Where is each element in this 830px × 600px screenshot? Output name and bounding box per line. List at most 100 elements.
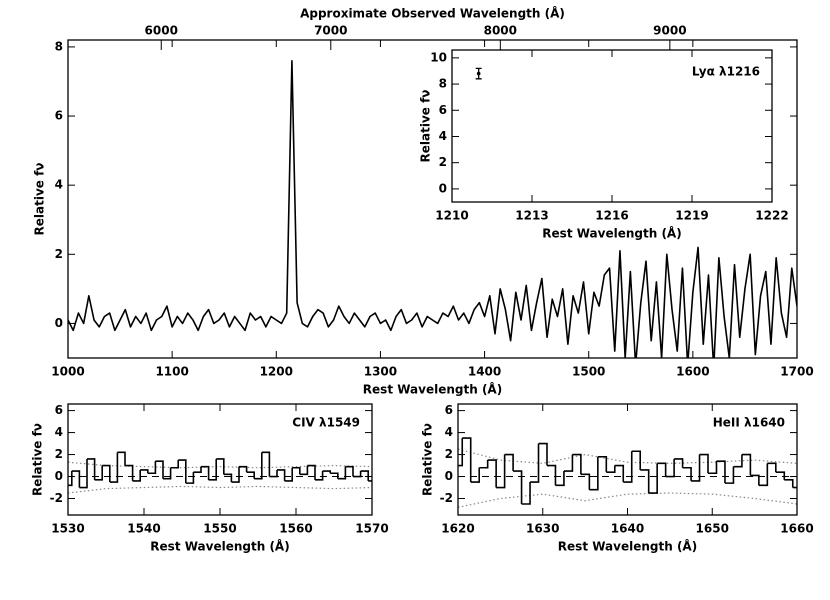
x2-tick-label: 8000 [484, 24, 517, 38]
x-tick-label: 1630 [526, 522, 559, 536]
spectrum-step [708, 461, 718, 475]
spectrum-step [614, 464, 625, 483]
spectrum-step [733, 454, 743, 468]
x-tick-label: 1540 [127, 522, 160, 536]
spectrum-step [767, 462, 777, 473]
inset-bg [452, 50, 772, 202]
spectrum-step [750, 474, 760, 486]
spectrum-step [699, 453, 709, 474]
spectrum-step [246, 471, 255, 479]
error-envelope [458, 492, 797, 508]
y-tick-label: 6 [445, 403, 453, 417]
x-tick-label: 1210 [435, 209, 468, 223]
spectrum-step [239, 465, 248, 473]
x2-tick-label: 9000 [653, 24, 686, 38]
x-axis-label: Rest Wavelength (Å) [363, 382, 502, 397]
y-tick-label: 6 [55, 109, 63, 123]
y-axis-label: Relative fν [421, 423, 435, 496]
spectrum-step [504, 453, 514, 472]
spectrum-step [163, 467, 172, 480]
spectrum-step [79, 458, 88, 489]
spectrum-step [682, 466, 692, 481]
y-axis-label: Relative fν [31, 423, 45, 496]
spectrum-step [513, 470, 523, 505]
spectrum-step [470, 467, 480, 483]
y-axis-label: Relative fν [419, 90, 433, 163]
spectrum-step [674, 458, 684, 468]
spectrum-step [665, 458, 675, 478]
x-axis-label: Rest Wavelength (Å) [150, 539, 289, 554]
x-axis-label: Rest Wavelength (Å) [558, 539, 697, 554]
x-tick-label: 1000 [51, 365, 84, 379]
spectrum-step [254, 452, 263, 480]
spectrum-step [337, 466, 347, 480]
x-tick-label: 1640 [611, 522, 644, 536]
spectrum-step [716, 460, 726, 484]
spectrum-step [487, 459, 497, 488]
y-tick-label: 0 [445, 469, 453, 483]
x2-tick-label: 6000 [145, 24, 178, 38]
y-tick-label: -2 [440, 491, 453, 505]
spectrum-step [315, 471, 324, 481]
spectrum-step [208, 458, 217, 481]
spectrum-step [784, 479, 794, 488]
x-tick-label: 1219 [675, 209, 708, 223]
x-tick-label: 1550 [203, 522, 236, 536]
y-tick-label: 0 [439, 181, 447, 195]
y-tick-label: 8 [439, 77, 447, 91]
spectrum-step [155, 460, 164, 479]
spectrum-step [261, 451, 271, 477]
spectrum-step [597, 455, 608, 473]
spectrum-step [572, 453, 582, 475]
spectrum-step [458, 438, 464, 467]
spectrum-step [606, 465, 616, 473]
plot-frame [67, 39, 798, 359]
spectrum-step [223, 473, 233, 483]
y-tick-label: 4 [55, 178, 63, 192]
spectrum-step [185, 472, 195, 484]
spectrum-step [724, 466, 735, 484]
spectrum-step [462, 437, 472, 483]
spectrum-step [521, 482, 531, 505]
y-tick-label: -2 [50, 491, 63, 505]
x-tick-label: 1600 [676, 365, 709, 379]
x-tick-label: 1660 [780, 522, 813, 536]
spectrum-step [555, 471, 565, 487]
x-axis-label: Rest Wavelength (Å) [542, 226, 681, 241]
spectrum-step [299, 465, 309, 476]
spectrum-step [623, 451, 633, 483]
spectrum-step [102, 464, 111, 483]
x-tick-label: 1620 [441, 522, 474, 536]
plot-frame [67, 403, 373, 516]
spectrum-step [479, 460, 489, 469]
spectrum-step [530, 443, 540, 483]
spectrum-step [741, 453, 752, 476]
error-envelope [68, 485, 372, 494]
y-tick-label: 10 [430, 50, 447, 64]
x-tick-label: 1400 [468, 365, 501, 379]
spectrum-step [546, 464, 557, 486]
plot-area [68, 451, 372, 494]
y-tick-label: 4 [55, 425, 63, 439]
y-tick-label: 0 [55, 469, 63, 483]
x-tick-label: 1300 [364, 365, 397, 379]
spectrum-line [68, 59, 797, 358]
spectrum-step [353, 471, 362, 478]
spectrum-step [269, 469, 278, 478]
plot-frame [457, 403, 798, 516]
spectrum-step [758, 463, 769, 487]
spectrum-step [140, 469, 149, 474]
spectrum-step [589, 456, 599, 491]
spectrum-step [117, 451, 126, 466]
spectrum-step [170, 460, 179, 469]
x-tick-label: 1700 [780, 365, 813, 379]
y-tick-label: 2 [439, 155, 447, 169]
spectrum-step [178, 459, 187, 484]
spectrum-step [94, 465, 103, 481]
spectrum-step [231, 466, 240, 483]
x-tick-label: 1216 [595, 209, 628, 223]
x-tick-label: 1650 [696, 522, 729, 536]
spectrum-step [580, 473, 591, 490]
y-tick-label: 4 [439, 129, 447, 143]
spectrum-step [109, 452, 119, 483]
